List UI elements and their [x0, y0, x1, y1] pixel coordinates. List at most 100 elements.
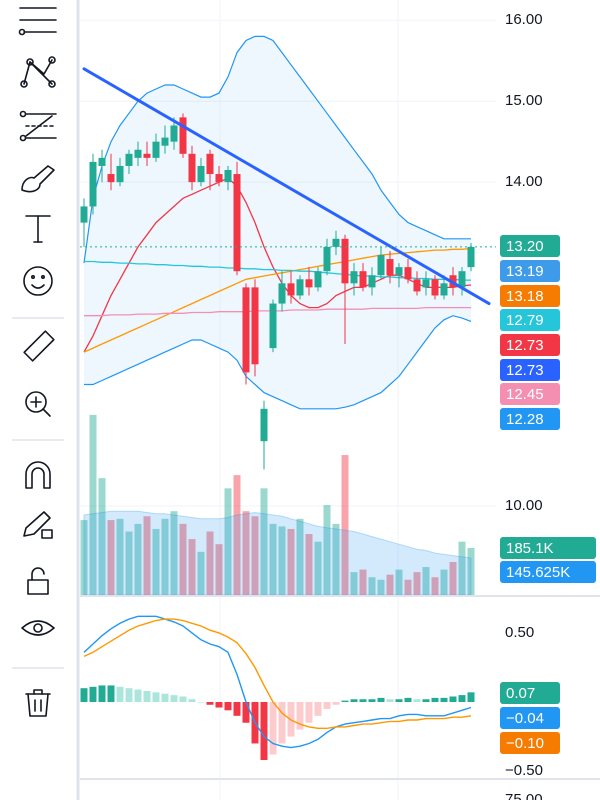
zoom-tool[interactable] [25, 391, 51, 417]
candle-body [422, 279, 430, 288]
volume-bar [395, 569, 403, 595]
emoji-tool[interactable] [23, 266, 53, 296]
histogram-bar [404, 697, 412, 703]
histogram-bar [314, 702, 322, 716]
volume-bar [269, 523, 277, 595]
price-tag-label: 12.73 [506, 337, 544, 354]
volume-bar [152, 528, 160, 595]
price-tag-label: 13.18 [506, 288, 544, 305]
volume-bar [134, 523, 142, 595]
lock-tool[interactable] [27, 567, 49, 595]
histogram-bar [116, 686, 124, 703]
visibility-tool[interactable] [21, 620, 55, 636]
volume-bar [107, 520, 115, 595]
price-tag: 13.19 [500, 260, 560, 282]
text-tool[interactable] [25, 215, 51, 243]
lock-drawing-tool[interactable] [23, 511, 53, 539]
volume-bar [116, 518, 124, 595]
histogram-bar [89, 686, 97, 703]
candle-body [332, 238, 340, 247]
histogram-bar [98, 685, 106, 703]
histogram-bar [152, 692, 160, 703]
macd-line [83, 615, 472, 749]
volume-bar [368, 577, 376, 595]
volume-bar [161, 518, 169, 595]
price-tag-label: 185.1K [506, 540, 554, 557]
price-tag: 12.45 [500, 383, 560, 405]
histogram-bar [341, 700, 349, 703]
volume-bar [440, 569, 448, 595]
fib-tool[interactable] [19, 110, 57, 142]
candle-body [206, 153, 214, 175]
volume-bar [341, 455, 349, 595]
candle-body [467, 246, 475, 268]
candle-body [278, 283, 286, 304]
volume-bar [215, 544, 223, 595]
price-tag-box [500, 260, 560, 282]
volume-bar [197, 551, 205, 595]
price-axis: 16.00 15.00 14.00 10.00 13.20 13.19 13.18 12.79… [500, 11, 596, 800]
candle-body [197, 165, 205, 183]
candle-body [314, 271, 322, 288]
volume-bar [170, 511, 178, 595]
volume-bar [206, 531, 214, 595]
ruler-tool[interactable] [23, 330, 55, 362]
histogram-bar [233, 702, 241, 716]
band-upper [83, 35, 471, 264]
volume-bar [458, 541, 466, 595]
price-tag: −0.04 [500, 707, 560, 729]
candle-body [242, 287, 250, 373]
price-tag-box [500, 561, 596, 583]
volume-bar [224, 488, 232, 595]
candle-body [296, 279, 304, 296]
price-tag-label: 12.73 [506, 362, 544, 379]
y-tick-label: 14.00 [505, 173, 543, 190]
price-tag-label: 13.19 [506, 263, 544, 280]
price-tag: 12.28 [500, 408, 560, 430]
band-fill [84, 36, 471, 409]
volume-bar [260, 488, 268, 595]
price-tag-box [500, 235, 560, 257]
candle-body [233, 174, 241, 272]
y-tick-label: −0.50 [505, 762, 543, 779]
volume-bar [179, 523, 187, 595]
price-tag-box [500, 537, 596, 559]
price-tag: 0.07 [500, 682, 560, 704]
candle-body [377, 255, 385, 276]
candle-body [305, 279, 313, 288]
magnet-tool[interactable] [25, 461, 51, 489]
volume-bar [296, 518, 304, 595]
candle-body [143, 153, 151, 158]
delete-tool[interactable] [25, 689, 51, 717]
candle-body [89, 161, 97, 207]
volume-bar [377, 579, 385, 595]
histogram-bar [269, 702, 277, 755]
candle-body [323, 246, 331, 272]
moving-average [83, 247, 472, 353]
pattern-tool[interactable] [20, 56, 56, 88]
histogram-bar [431, 697, 439, 703]
lines-tool[interactable] [18, 7, 57, 36]
volume-bar [314, 541, 322, 595]
volume-bar [350, 572, 358, 595]
volume-average [83, 510, 472, 595]
candle-body [458, 271, 466, 288]
price-tag: 13.18 [500, 285, 560, 307]
histogram-bar [359, 699, 367, 703]
histogram-bar [188, 699, 196, 703]
band-lower [84, 315, 472, 410]
candle-body [80, 206, 88, 223]
histogram-bar [458, 695, 466, 703]
y-tick-label: 10.00 [505, 497, 543, 514]
histogram-bar [197, 702, 205, 703]
candle-body [350, 271, 358, 284]
price-tag-box [500, 408, 560, 430]
candle-body [395, 267, 403, 276]
histogram-bar [215, 702, 223, 708]
volume-bar [422, 567, 430, 595]
volume-bar [80, 520, 88, 595]
price-tag: 13.20 [500, 235, 560, 257]
brush-tool[interactable] [21, 165, 55, 193]
candle-body [413, 279, 421, 292]
y-tick-label: 0.50 [505, 624, 534, 641]
